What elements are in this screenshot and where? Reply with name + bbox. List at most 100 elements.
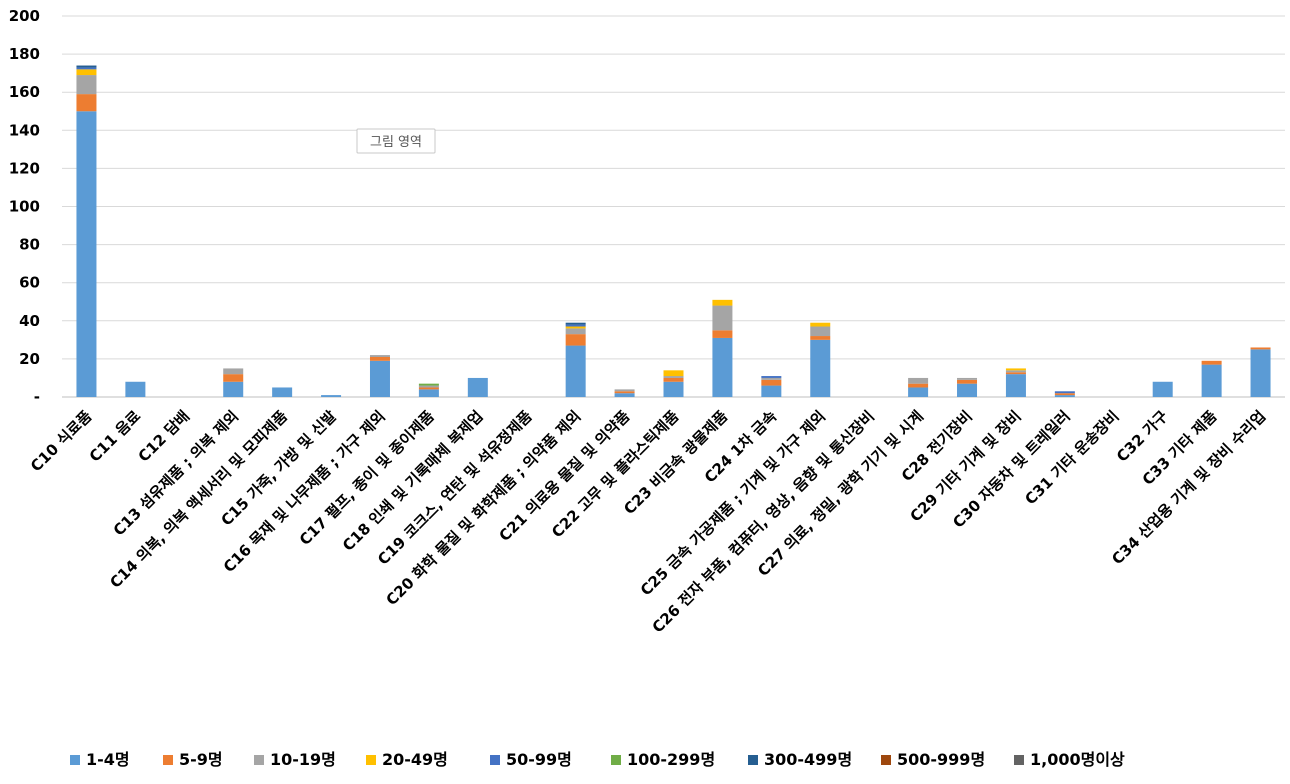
y-tick-label: - [34,388,40,406]
y-tick-label: 80 [19,236,40,254]
bar-segment [1201,360,1222,365]
y-tick-label: 100 [9,198,40,216]
bar-segment [1054,395,1075,397]
bar-segment [761,376,782,378]
bar-segment [663,381,684,397]
bar-segment [908,377,929,384]
bar-segment [908,383,929,388]
bar-segment [565,326,586,329]
bar-segment [957,379,978,384]
legend-swatch [366,755,376,765]
y-tick-label: 180 [9,45,40,63]
bar-segment [1250,349,1271,397]
y-tick-label: 160 [9,83,40,101]
legend-label: 1-4명 [86,750,130,769]
bar-segment [1005,374,1026,397]
legend-label: 500-999명 [897,750,985,769]
legend-swatch [254,755,264,765]
legend-swatch [748,755,758,765]
legend-label: 100-299명 [627,750,715,769]
bar-segment [1152,381,1173,397]
legend-label: 50-99명 [506,750,572,769]
legend-label: 1,000명이상 [1030,750,1125,769]
bar-segment [712,337,733,397]
bar-segment [614,389,635,392]
bar-segment [272,387,293,397]
y-tick-label: 60 [19,274,40,292]
bar-segment [76,65,97,68]
y-axis: - 20 40 60 80 100 120 140 160 180 200 [9,7,40,406]
bar-segment [125,381,146,397]
bar-segment [565,324,586,327]
bar-segment [1201,364,1222,397]
bar-segment [467,377,488,397]
bar-segment [565,345,586,397]
legend-label: 300-499명 [764,750,852,769]
bar-segment [1250,347,1271,350]
legend-swatch [881,755,891,765]
bar-segment [369,355,390,357]
legend-label: 5-9명 [179,750,223,769]
legend-swatch [611,755,621,765]
bar-segment [1054,391,1075,394]
bar-segment [76,111,97,397]
bar-segment [810,322,831,327]
bar-segment [761,377,782,380]
bar-segment [1005,372,1026,375]
bar-segment [614,393,635,397]
bar-segment [957,383,978,397]
bars [76,65,1271,397]
y-tick-label: 120 [9,159,40,177]
bar-segment [76,94,97,112]
bar-segment [614,391,635,394]
x-tick-label: C11 음료 [86,407,145,466]
legend-label: 20-49명 [382,750,448,769]
gridlines [62,15,1285,398]
bar-segment [418,389,439,397]
bar-segment [565,334,586,346]
legend-swatch [1014,755,1024,765]
bar-segment [908,387,929,397]
plot-area-tooltip-text: 그림 영역 [370,135,422,150]
bar-segment [957,377,978,380]
bar-segment [810,339,831,397]
x-tick-label: C10 식료품 [27,407,95,475]
y-tick-label: 20 [19,350,40,368]
bar-segment [1005,368,1026,371]
bar-segment [712,305,733,331]
bar-segment [76,75,97,95]
bar-segment [223,381,244,397]
x-tick-label: C14 의복, 의복 액세서리 및 모피제품 [106,407,291,592]
x-tick-label: C31 기타 운송장비 [1021,407,1122,508]
legend-swatch [490,755,500,765]
plot-area-tooltip: 그림 영역 [356,128,436,154]
y-tick-label: 200 [9,7,40,25]
y-tick-label: 40 [19,312,40,330]
bar-segment [810,326,831,337]
bar-segment [565,322,586,325]
bar-segment [810,336,831,340]
bar-segment [76,69,97,76]
y-tick-label: 140 [9,121,40,139]
legend: 1-4명 5-9명 10-19명 20-49명 50-99명 100-299명 300-49… [70,750,1125,769]
bar-segment [321,395,342,397]
bar-segment [663,376,684,378]
bar-segment [1054,393,1075,396]
bar-segment [712,299,733,306]
bar-segment [761,379,782,386]
bar-segment [418,387,439,390]
legend-label: 10-19명 [270,750,336,769]
bar-segment [565,328,586,335]
legend-swatch [163,755,173,765]
bar-segment [663,370,684,377]
bar-segment [369,356,390,361]
bar-segment [663,377,684,382]
bar-segment [223,374,244,382]
bar-segment [369,360,390,397]
bar-segment [712,330,733,338]
bar-segment [418,385,439,388]
legend-swatch [70,755,80,765]
